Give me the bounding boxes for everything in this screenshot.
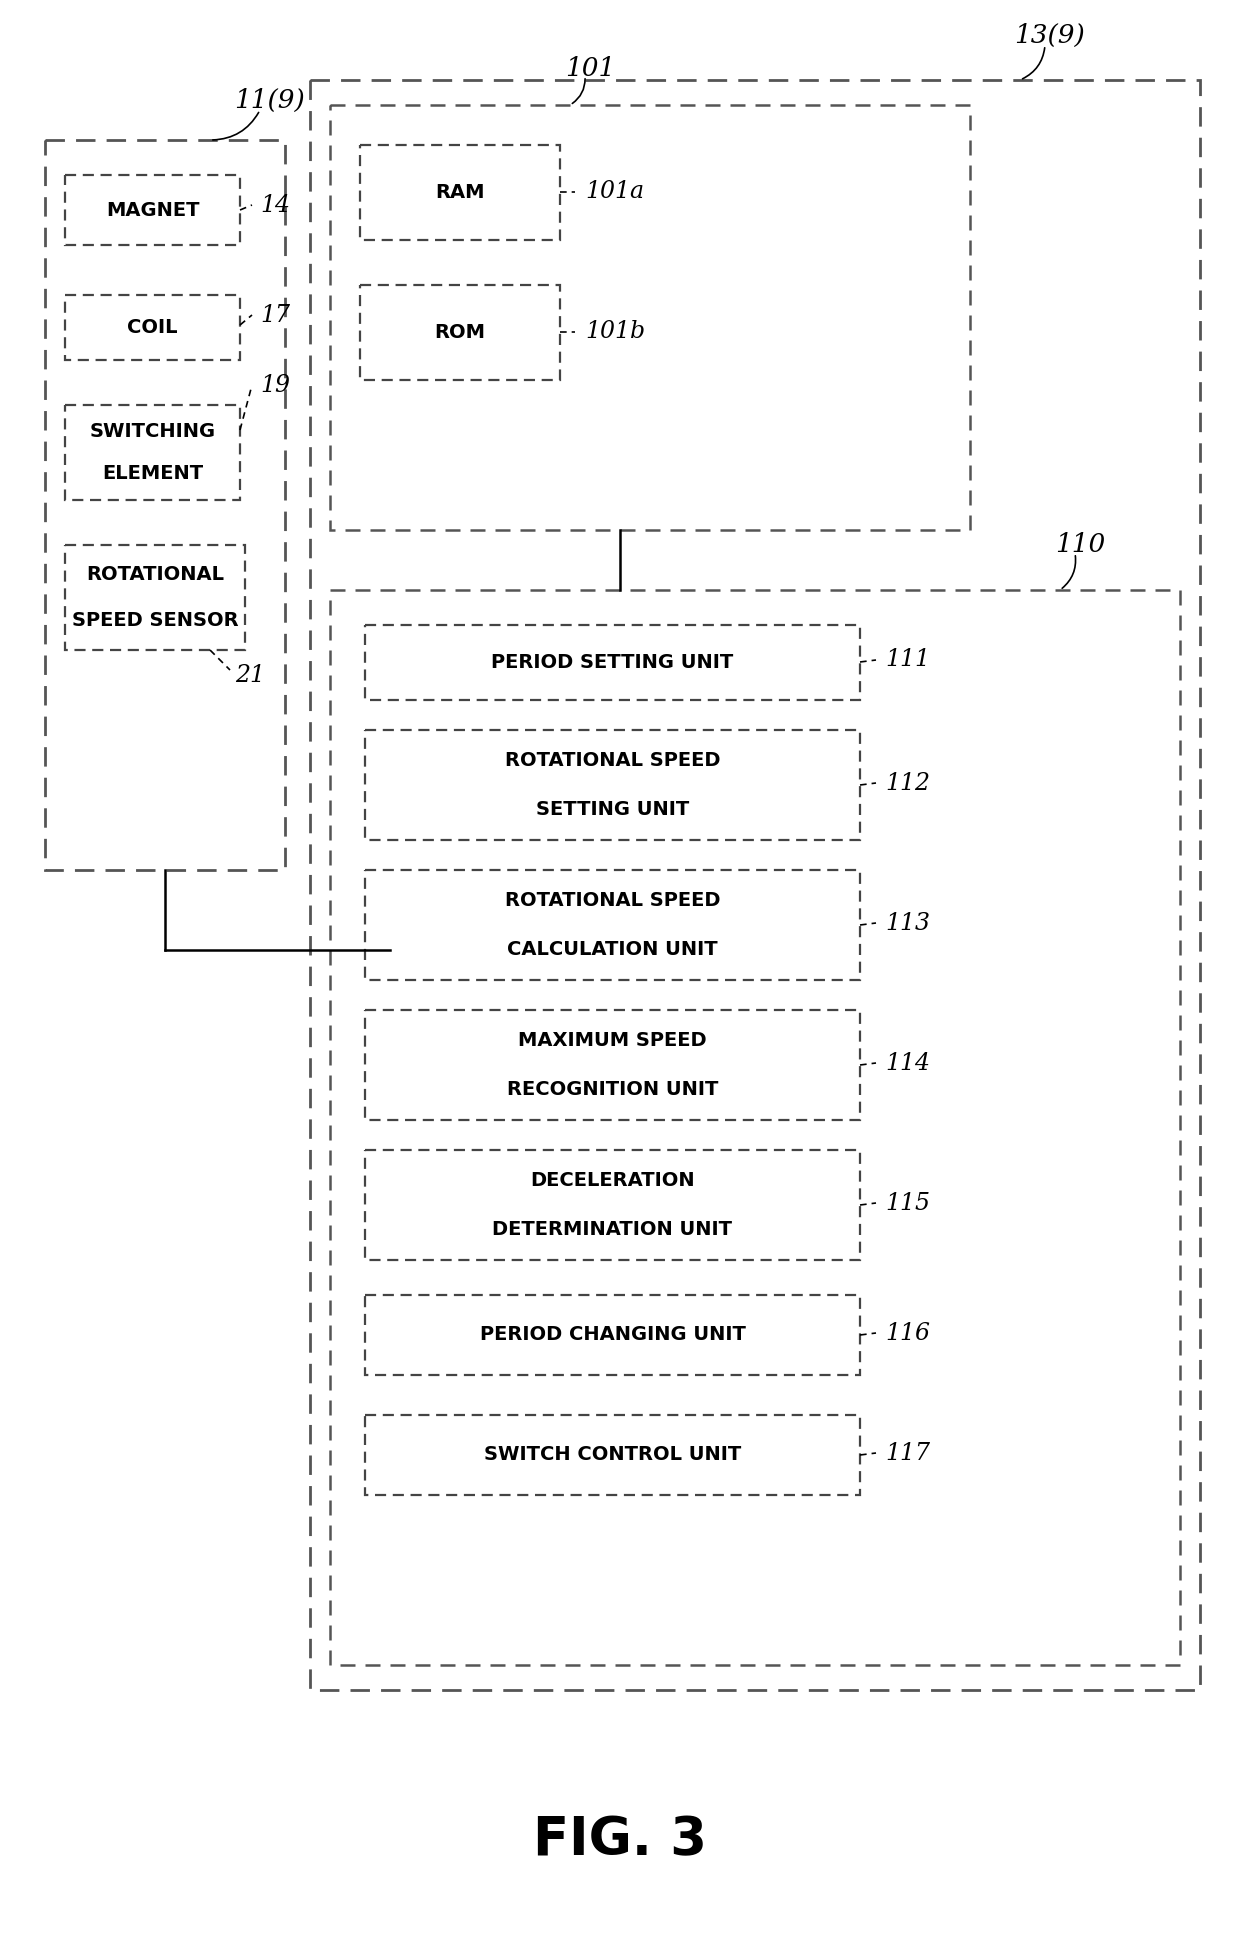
Bar [365,1151,861,1260]
Text: PERIOD SETTING UNIT: PERIOD SETTING UNIT [491,653,734,672]
Text: 114: 114 [885,1051,930,1075]
Bar [365,1415,861,1495]
Text: 11(9): 11(9) [234,88,305,113]
Text: 116: 116 [885,1321,930,1344]
Text: FIG. 3: FIG. 3 [533,1813,707,1866]
Text: ROTATIONAL SPEED: ROTATIONAL SPEED [505,750,720,770]
Text: COIL: COIL [128,319,177,336]
Bar [365,870,861,981]
Text: RAM: RAM [435,184,485,201]
Text: 101: 101 [565,55,615,80]
Text: 17: 17 [260,303,290,326]
Text: MAGNET: MAGNET [105,201,200,219]
Text: CALCULATION UNIT: CALCULATION UNIT [507,940,718,959]
Text: 13(9): 13(9) [1014,23,1085,47]
Bar [310,80,1200,1690]
Text: 113: 113 [885,911,930,934]
Text: DETERMINATION UNIT: DETERMINATION UNIT [492,1219,733,1239]
Text: SPEED SENSOR: SPEED SENSOR [72,612,238,629]
Text: ROTATIONAL SPEED: ROTATIONAL SPEED [505,891,720,911]
Bar [365,625,861,700]
Bar [64,404,241,500]
Bar [64,295,241,360]
Text: PERIOD CHANGING UNIT: PERIOD CHANGING UNIT [480,1325,745,1344]
Text: 101a: 101a [585,180,644,203]
Text: 110: 110 [1055,533,1105,557]
Bar [360,285,560,379]
Text: ROM: ROM [434,322,486,342]
Text: DECELERATION: DECELERATION [531,1170,694,1190]
Text: ROTATIONAL: ROTATIONAL [86,565,224,584]
Text: SWITCHING: SWITCHING [89,422,216,442]
Text: 19: 19 [260,373,290,397]
Bar [45,141,285,870]
Text: 111: 111 [885,649,930,672]
Text: RECOGNITION UNIT: RECOGNITION UNIT [507,1081,718,1098]
Text: MAXIMUM SPEED: MAXIMUM SPEED [518,1032,707,1051]
Bar [330,590,1180,1665]
Text: SETTING UNIT: SETTING UNIT [536,799,689,819]
Text: 14: 14 [260,193,290,217]
Text: 112: 112 [885,772,930,795]
Text: 101b: 101b [585,320,645,344]
Bar [365,1296,861,1376]
Text: 117: 117 [885,1442,930,1464]
Bar [64,176,241,244]
Text: SWITCH CONTROL UNIT: SWITCH CONTROL UNIT [484,1446,742,1464]
Bar [365,1010,861,1120]
Text: ELEMENT: ELEMENT [102,463,203,483]
Bar [330,106,970,530]
Text: 115: 115 [885,1192,930,1215]
Bar [360,145,560,240]
Text: 21: 21 [236,664,265,686]
Bar [64,545,246,651]
Bar [365,731,861,840]
